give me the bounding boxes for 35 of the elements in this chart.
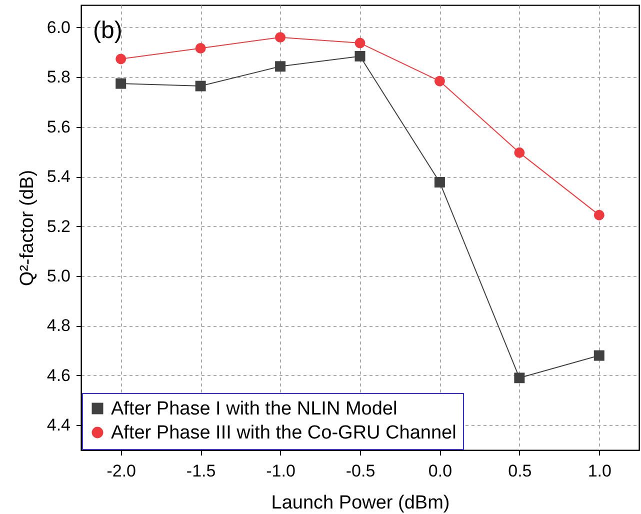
point	[275, 32, 286, 43]
point	[594, 350, 604, 361]
y-tick-label: 4.6	[46, 366, 70, 385]
point	[275, 61, 286, 72]
y-axis-title: Q²-factor (dB)	[16, 170, 38, 286]
point	[434, 76, 445, 86]
point	[514, 147, 525, 158]
y-tick-label: 6.0	[46, 18, 70, 37]
legend-label: After Phase I with the NLIN Model	[111, 398, 398, 420]
x-tick-label: -1.5	[186, 462, 216, 480]
point	[116, 78, 126, 89]
point	[594, 210, 604, 220]
y-tick-label: 5.6	[46, 117, 70, 136]
point	[434, 177, 445, 188]
point	[354, 50, 366, 62]
y-tick-label: 4.8	[46, 316, 70, 336]
x-tick-label: -0.5	[346, 462, 376, 480]
x-tick-label: -2.0	[106, 462, 136, 480]
legend-label: After Phase III with the Co-GRU Channel	[111, 422, 456, 444]
x-tick-label: 1.0	[588, 462, 612, 480]
y-tick-label: 5.2	[46, 216, 70, 236]
x-tick-label: 0.5	[508, 462, 532, 480]
y-tick-label: 5.8	[46, 68, 70, 87]
x-tick-label: 0.0	[428, 462, 452, 480]
annotation: (b)	[93, 17, 122, 44]
y-tick-label: 5.0	[46, 266, 70, 286]
point	[195, 80, 206, 92]
point	[514, 372, 525, 384]
y-tick-label: 5.4	[46, 167, 70, 186]
point	[116, 54, 126, 64]
point	[354, 38, 366, 48]
point	[195, 43, 206, 54]
y-tick-label: 4.4	[46, 416, 70, 435]
x-tick-label: -1.0	[266, 462, 296, 480]
x-axis-title: Launch Power (dBm)	[271, 492, 450, 514]
